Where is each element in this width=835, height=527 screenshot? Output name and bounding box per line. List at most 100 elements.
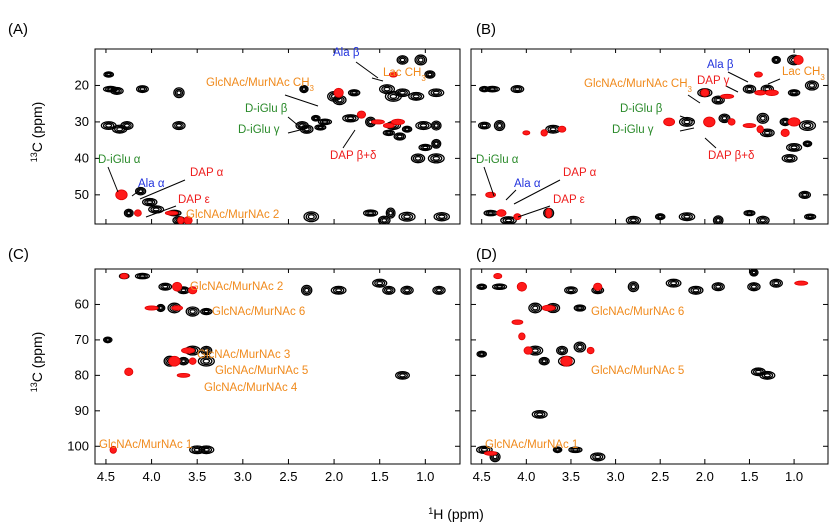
red-contour-peak <box>518 332 526 341</box>
black-contour-peak <box>772 56 780 63</box>
black-contour-peak <box>173 87 185 99</box>
black-contour-peak <box>590 452 606 462</box>
peak-annotation: Lac CH3 <box>782 66 825 82</box>
black-contour-peak <box>335 288 343 293</box>
x-tick-label: 2.0 <box>325 469 343 484</box>
x-tick-label: 3.5 <box>188 469 206 484</box>
x-tick-label: 1.0 <box>416 469 434 484</box>
black-contour-peak <box>381 218 388 223</box>
black-contour-peak <box>191 446 204 454</box>
y-tick-label: 20 <box>75 77 89 92</box>
black-contour-peak <box>761 372 774 379</box>
black-contour-peak <box>493 120 506 132</box>
peak-annotation: GlcNAc/MurNAc 5 <box>591 365 684 377</box>
x-tick-label: 1.0 <box>785 469 803 484</box>
black-contour-peak <box>402 286 412 294</box>
annotation-leader <box>687 94 701 104</box>
black-contour-peak <box>374 279 386 287</box>
black-contour-peak <box>804 213 817 220</box>
red-contour-peak <box>700 88 710 97</box>
peak-annotation: DAP ε <box>553 194 585 206</box>
black-contour-peak <box>759 370 776 380</box>
black-contour-peak <box>744 85 755 93</box>
black-contour-peak <box>572 448 579 452</box>
black-contour-peak <box>798 120 817 132</box>
black-contour-peak <box>414 156 422 161</box>
black-contour-peak <box>427 72 433 77</box>
black-contour-peak <box>756 112 770 124</box>
black-contour-peak <box>417 57 424 63</box>
black-contour-peak <box>399 90 406 95</box>
black-contour-peak <box>773 280 780 286</box>
red-contour-peak <box>586 346 595 355</box>
red-contour-peak <box>754 90 767 96</box>
peak-annotation: GlcNAc/MurNAc 1 <box>99 439 192 451</box>
black-contour-peak <box>200 357 213 366</box>
black-contour-peak <box>386 208 395 218</box>
black-contour-peak <box>126 210 132 216</box>
annotation-leader <box>727 71 749 83</box>
black-contour-peak <box>477 121 491 130</box>
black-contour-peak <box>486 86 498 92</box>
black-contour-peak <box>137 86 148 93</box>
black-contour-peak <box>393 132 407 141</box>
panel-b: (B) Ala β DAP γ Lac CH3 GlcNAc/MurNAc CH3 D-i… <box>470 21 829 225</box>
black-contour-peak <box>414 54 428 66</box>
red-contour-peak <box>756 125 764 134</box>
annotation-leader <box>679 115 695 122</box>
black-contour-peak <box>410 93 423 100</box>
black-contour-peak <box>432 90 440 95</box>
black-contour-peak <box>301 125 312 133</box>
black-contour-peak <box>477 284 486 290</box>
black-contour-peak <box>135 85 149 94</box>
black-contour-peak <box>654 213 666 221</box>
red-contour-peak <box>720 93 735 99</box>
black-contour-peak <box>346 116 355 121</box>
black-contour-peak <box>102 336 113 344</box>
annotation-leader <box>131 189 141 197</box>
y-tick-label: 50 <box>75 187 89 202</box>
annotation-leader <box>679 127 695 132</box>
black-contour-peak <box>791 90 797 95</box>
black-contour-peak <box>502 217 515 224</box>
black-contour-peak <box>801 121 814 130</box>
black-contour-peak <box>670 280 678 286</box>
black-contour-peak <box>533 411 546 418</box>
red-contour-peak <box>793 55 804 65</box>
annotation-leader <box>284 94 319 107</box>
black-contour-peak <box>410 153 426 164</box>
black-contour-peak <box>798 190 812 199</box>
annotation-leader <box>287 116 301 128</box>
red-contour-peak <box>188 357 197 365</box>
black-contour-peak <box>382 285 396 295</box>
peak-annotation: GlcNAc/MurNAc 6 <box>591 306 684 318</box>
annotation-leader <box>517 205 551 218</box>
red-contour-peak <box>177 216 185 224</box>
black-contour-peak <box>807 215 813 219</box>
black-contour-peak <box>510 85 525 94</box>
black-contour-peak <box>576 306 583 310</box>
black-contour-peak <box>299 85 309 94</box>
black-contour-peak <box>803 141 812 147</box>
black-contour-peak <box>136 187 145 195</box>
black-contour-peak <box>434 286 444 294</box>
red-contour-peak <box>545 207 553 219</box>
black-contour-peak <box>430 120 442 131</box>
black-contour-peak <box>556 345 569 356</box>
red-contour-peak <box>787 117 801 127</box>
black-contour-peak <box>801 192 808 197</box>
black-contour-peak <box>412 94 420 99</box>
black-contour-peak <box>531 409 548 419</box>
annotation-leader <box>725 85 739 93</box>
black-contour-peak <box>570 447 581 453</box>
red-contour-peak <box>109 445 117 454</box>
black-contour-peak <box>565 287 576 294</box>
black-contour-peak <box>136 273 148 279</box>
black-contour-peak <box>395 88 411 98</box>
annotation-leader <box>107 166 119 193</box>
black-contour-peak <box>432 285 446 295</box>
black-contour-peak <box>162 284 169 289</box>
black-contour-peak <box>200 307 213 316</box>
y-axis-label: 13C (ppm) <box>29 332 45 393</box>
red-contour-peak <box>124 367 134 376</box>
